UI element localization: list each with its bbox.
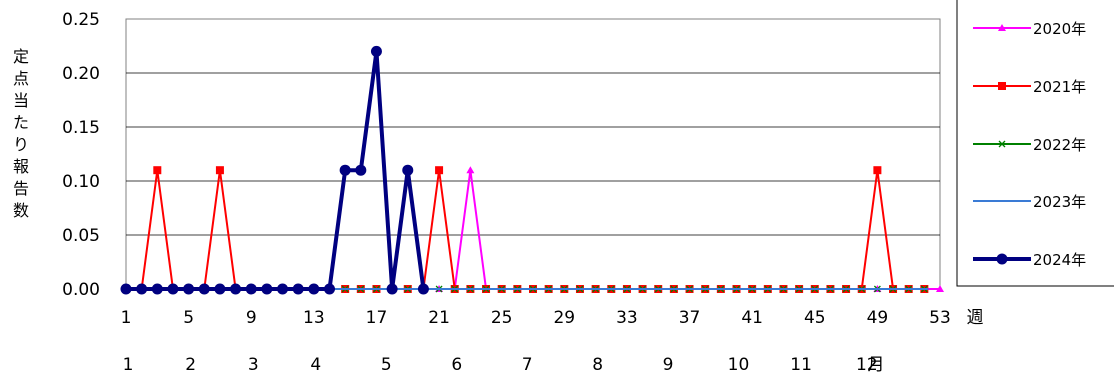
y-axis-label-char: 当: [13, 91, 29, 110]
x-axis-label: 週: [967, 308, 984, 328]
month-tick-label: 4: [310, 355, 321, 375]
x-tick-label: 29: [553, 308, 575, 328]
month-tick-label: 5: [381, 355, 392, 375]
plot-border: [125, 18, 941, 290]
legend-swatch-marker: [998, 140, 1006, 148]
data-point: [214, 283, 226, 295]
month-tick-label: 7: [522, 355, 533, 375]
data-point: [230, 283, 242, 295]
x-tick-label: 53: [929, 308, 951, 328]
month-tick-label: 11: [790, 355, 812, 375]
data-point: [136, 283, 148, 295]
data-point: [153, 166, 162, 175]
series-0: [122, 166, 944, 292]
x-tick-label: 17: [366, 308, 388, 328]
data-point: [292, 283, 304, 295]
data-point: [466, 166, 475, 174]
y-tick-label: 0.10: [62, 172, 100, 192]
data-point: [324, 283, 335, 295]
x-tick-label: 49: [867, 308, 889, 328]
y-tick-label: 0.05: [62, 226, 100, 246]
y-axis-label-char: 報: [13, 157, 29, 176]
y-axis-label-char: り: [13, 135, 29, 154]
data-point: [277, 283, 289, 295]
legend-label: 2021年: [1033, 78, 1086, 96]
x-tick-label: 13: [303, 308, 325, 328]
legend-label: 2024年: [1033, 251, 1086, 269]
legend-entry: 2020年: [973, 20, 1086, 38]
y-tick-label: 0.20: [62, 64, 100, 84]
data-point: [151, 283, 163, 295]
data-point: [435, 166, 444, 175]
legend-entry: 2024年: [973, 251, 1086, 269]
month-axis-label: 月: [868, 355, 885, 375]
legend-swatch-marker-stroke: [998, 140, 1006, 148]
data-point: [402, 164, 414, 176]
legend-label: 2020年: [1033, 20, 1086, 38]
series-layer: [120, 45, 944, 295]
data-point: [355, 164, 367, 176]
legend-layer: 2020年 2021年 2022年 2023年 2024年: [956, 0, 1114, 287]
y-tick-label: 0.25: [62, 10, 100, 30]
month-tick-label: 9: [663, 355, 674, 375]
month-tick-label: 6: [451, 355, 462, 375]
data-point: [873, 166, 882, 175]
y-axis-label-char: 点: [13, 69, 29, 88]
series-line: [126, 49, 426, 291]
legend-entry: 2022年: [973, 136, 1086, 154]
x-tick-label: 33: [616, 308, 638, 328]
data-point: [339, 164, 351, 176]
legend-swatch-marker: [998, 82, 1006, 90]
x-tick-label: 21: [428, 308, 450, 328]
x-tick-label: 1: [121, 308, 132, 328]
data-point: [417, 283, 429, 295]
month-tick-label: 10: [728, 355, 750, 375]
month-tick-label: 2: [185, 355, 196, 375]
month-tick-label: 1: [123, 355, 134, 375]
x-tick-label: 37: [679, 308, 701, 328]
x-tick-label: 41: [741, 308, 763, 328]
month-tick-label: 12: [856, 355, 878, 375]
legend-entry: 2021年: [973, 78, 1086, 96]
data-point: [167, 283, 179, 295]
data-point: [183, 283, 195, 295]
y-tick-label: 0.15: [62, 118, 100, 138]
legend-swatch-marker: [998, 24, 1006, 31]
grid-layer: [125, 18, 941, 290]
x-tick-label: 9: [246, 308, 257, 328]
x-tick-label: 25: [491, 308, 513, 328]
data-point: [120, 283, 132, 295]
data-point: [245, 283, 257, 295]
series-4: [120, 45, 429, 295]
series-line: [126, 169, 925, 290]
y-axis-label-char: 告: [13, 179, 29, 198]
data-point: [370, 45, 382, 57]
y-axis-label-char: た: [13, 113, 29, 132]
month-tick-label: 3: [248, 355, 259, 375]
data-point: [198, 283, 210, 295]
y-tick-label: 0.00: [62, 280, 100, 300]
series-1: [122, 166, 929, 293]
data-point: [386, 283, 398, 295]
legend-label: 2023年: [1033, 193, 1086, 211]
series-line: [126, 169, 940, 290]
legend-entry: 2023年: [973, 193, 1086, 211]
data-point: [936, 285, 944, 292]
y-axis-label-char: 定: [13, 47, 29, 66]
data-point: [261, 283, 273, 295]
x-tick-label: 5: [183, 308, 194, 328]
month-tick-label: 8: [592, 355, 603, 375]
x-tick-label: 45: [804, 308, 826, 328]
data-point: [215, 166, 224, 175]
legend-swatch-marker: [996, 253, 1008, 265]
axis-layer: 0.000.050.100.150.200.251 5 9 13 17 21 25 29 33 3…: [13, 10, 984, 375]
data-point: [308, 283, 320, 295]
y-axis-label-char: 数: [13, 201, 29, 220]
legend-label: 2022年: [1033, 136, 1086, 154]
